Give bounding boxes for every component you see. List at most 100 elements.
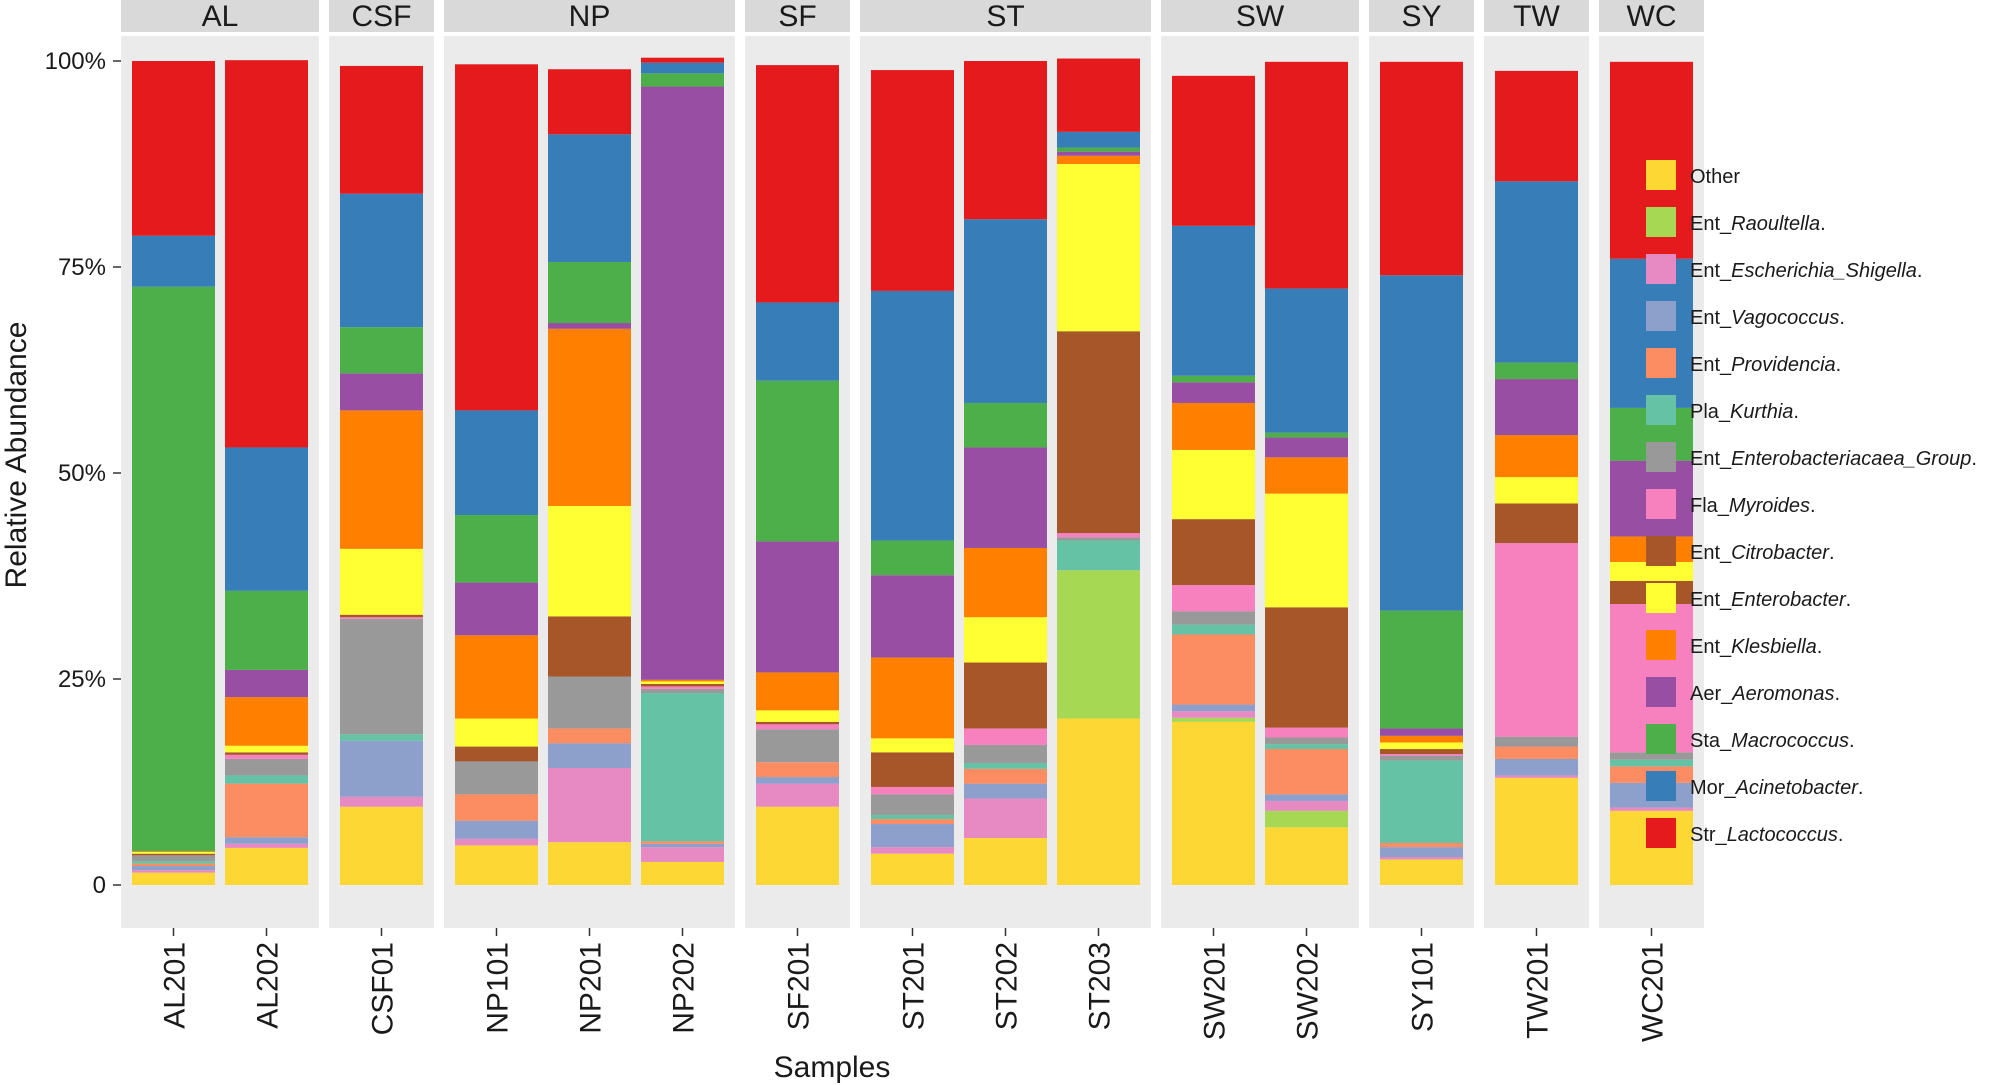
x-tick-label: ST202 <box>991 942 1024 1030</box>
bar-segment <box>225 754 308 759</box>
bar-segment <box>964 662 1047 729</box>
bar-segment <box>1057 131 1140 148</box>
legend-key <box>1646 583 1676 613</box>
bar-segment <box>964 219 1047 403</box>
facet-strip-sy <box>1369 0 1474 32</box>
bar-segment <box>1380 847 1463 857</box>
bar-segment <box>871 824 954 848</box>
y-axis: 0 25% 50% 75% 100% <box>45 48 121 899</box>
bar-segment <box>1380 753 1463 756</box>
bar-segment <box>225 590 308 670</box>
bar-segment <box>756 302 839 381</box>
bar-segment <box>455 410 538 516</box>
bar-segment <box>340 614 423 618</box>
bar-segment <box>1265 827 1348 885</box>
bar-segment <box>1265 288 1348 433</box>
bar-segment <box>132 853 215 856</box>
bar-segment <box>1380 856 1463 860</box>
bar-segment <box>964 728 1047 745</box>
legend-label: Mor_Acinetobacter. <box>1690 777 1863 799</box>
facet-strip-st <box>860 0 1151 32</box>
facet-label: TW <box>1513 0 1560 33</box>
bar-segment <box>132 852 215 854</box>
facet-label: SY <box>1401 0 1441 33</box>
bar-segment <box>1610 561 1693 581</box>
bar-segment <box>871 819 954 825</box>
bar-segment <box>871 540 954 576</box>
bar-segment <box>340 806 423 885</box>
legend-key <box>1646 348 1676 378</box>
bar-segment <box>756 721 839 725</box>
bar-segment <box>1265 457 1348 494</box>
bar-segment <box>1265 432 1348 438</box>
bar-segment <box>871 290 954 541</box>
bar-segment <box>1495 181 1578 363</box>
bar-segment <box>340 618 423 735</box>
legend-key <box>1646 724 1676 754</box>
bar-segment <box>871 575 954 658</box>
facet-strip-np <box>444 0 735 32</box>
facet-strip-tw <box>1484 0 1589 32</box>
facet-strip-al <box>121 0 319 32</box>
legend-label: Str_Lactococcus. <box>1690 824 1843 846</box>
bar-segment <box>1265 607 1348 728</box>
bar-segment <box>1057 58 1140 132</box>
bar-segment <box>756 777 839 784</box>
bar-segment <box>1172 711 1255 718</box>
bar-segment <box>1057 151 1140 156</box>
legend-key <box>1646 395 1676 425</box>
bar-segment <box>641 62 724 74</box>
bar-segment <box>455 838 538 846</box>
bar-segment <box>964 838 1047 885</box>
bar-segment <box>132 863 215 867</box>
bar-segment <box>132 286 215 852</box>
bar-segment <box>1380 275 1463 611</box>
bar-segment <box>225 669 308 698</box>
bar-segment <box>225 847 308 885</box>
bar-segment <box>455 64 538 411</box>
facet-label: WC <box>1627 0 1677 33</box>
bar-segment <box>964 547 1047 618</box>
legend-label: Ent_Raoultella. <box>1690 213 1826 235</box>
bar-segment <box>455 761 538 795</box>
x-tick-label: CSF01 <box>367 942 400 1035</box>
bar-segment <box>641 57 724 63</box>
bar-segment <box>1172 75 1255 226</box>
bar-segment <box>455 820 538 839</box>
bar-segment <box>641 681 724 684</box>
y-tick-label: 50% <box>58 460 106 487</box>
bar-segment <box>641 679 724 682</box>
bar-segment <box>225 697 308 746</box>
legend-key <box>1646 160 1676 190</box>
bar-segment <box>1495 736 1578 747</box>
bar-segment <box>1172 402 1255 450</box>
bar-segment <box>455 635 538 719</box>
legend-label: Fla_Myroides. <box>1690 495 1816 517</box>
legend-label: Pla_Kurthia. <box>1690 401 1799 423</box>
x-tick-label: AL201 <box>159 942 192 1029</box>
bar-segment <box>871 847 954 854</box>
bar-segment <box>132 855 215 862</box>
bar-segment <box>641 843 724 848</box>
legend-key <box>1646 677 1676 707</box>
bar-segment <box>1380 842 1463 848</box>
bar-segment <box>340 327 423 374</box>
bar-segment <box>455 794 538 821</box>
bar-segment <box>1380 610 1463 729</box>
bar-segment <box>641 86 724 680</box>
bar-segment <box>225 843 308 848</box>
bar-segment <box>548 69 631 135</box>
bar-segment <box>1057 533 1140 538</box>
bar-segment <box>132 866 215 871</box>
bar-segment <box>340 796 423 807</box>
bar-segment <box>455 515 538 583</box>
facet-strip-sw <box>1161 0 1359 32</box>
bar-segment <box>1057 147 1140 152</box>
bar-segment <box>1495 70 1578 182</box>
legend-key <box>1646 630 1676 660</box>
bar-segment <box>756 541 839 673</box>
bar-segment <box>1265 727 1348 738</box>
bar-segment <box>1057 537 1140 541</box>
bar-segment <box>964 783 1047 799</box>
